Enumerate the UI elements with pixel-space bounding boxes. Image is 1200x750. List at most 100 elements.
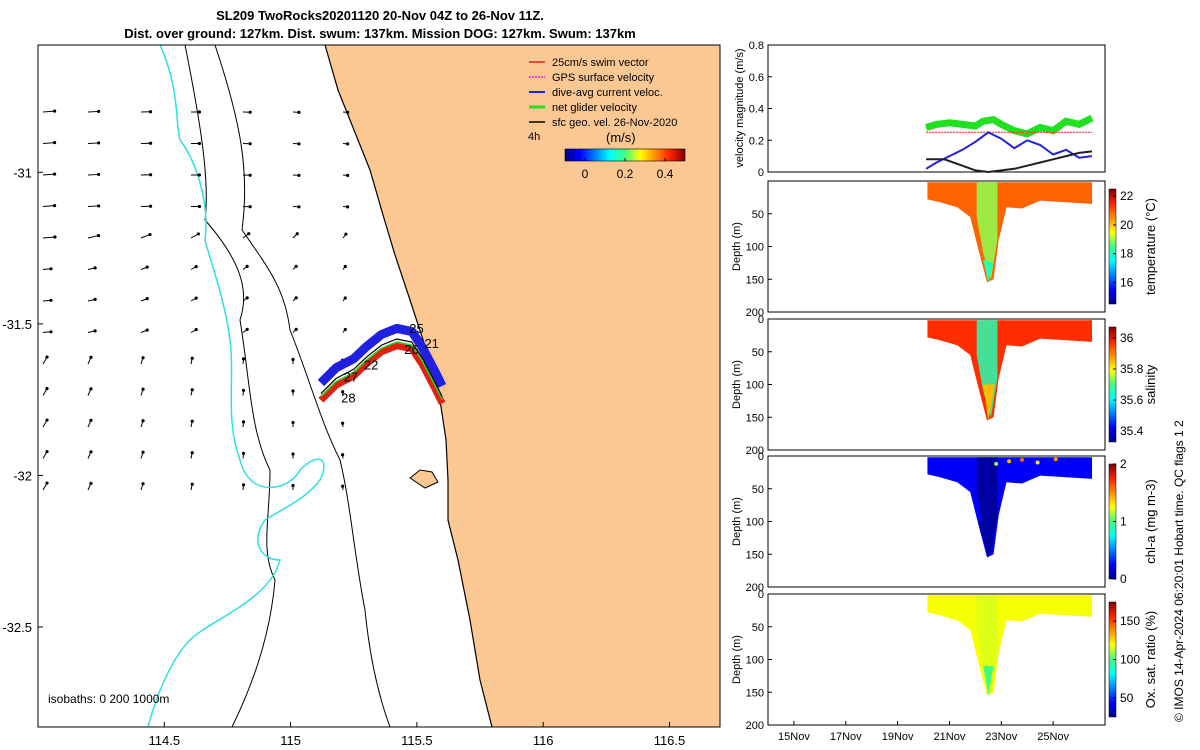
profile-cb-tick-label: 100 — [1120, 653, 1140, 667]
vector-head — [53, 235, 57, 239]
surface-vector-field — [42, 109, 350, 491]
vector-head — [294, 296, 298, 300]
vector-head — [241, 483, 246, 487]
profile-ytick-label: 0 — [758, 589, 764, 601]
vector-head — [197, 110, 201, 114]
vector-head — [52, 203, 57, 208]
vector-head — [49, 298, 53, 302]
vector-head — [346, 205, 350, 209]
profile-ytick-label: 150 — [746, 687, 764, 699]
profile-ytick-label: 50 — [752, 484, 764, 496]
cb-tick-label: 0.2 — [617, 167, 634, 181]
day-label: 26 — [404, 342, 418, 357]
time-xtick-label: 21Nov — [934, 731, 966, 743]
profile-ylabel: Depth (m) — [731, 222, 743, 271]
vector-arrow — [87, 142, 99, 144]
map-axes: 114.5 115 115.5 116 116.5 -31 -31.5 -32 -32.5 — [2, 165, 685, 748]
vector-head — [93, 329, 97, 333]
vector-head — [45, 449, 49, 454]
profile-data-salinity — [927, 320, 1093, 421]
profile-cb-tick-label: 18 — [1120, 247, 1134, 261]
vector-head — [52, 140, 57, 145]
vector-head — [52, 109, 57, 113]
vector-head — [148, 204, 153, 208]
vector-head — [49, 330, 53, 334]
vector-head — [148, 173, 153, 177]
vector-head — [241, 451, 246, 455]
vector-head — [247, 232, 251, 236]
profile-ytick-label: 100 — [746, 655, 764, 667]
vector-head — [241, 388, 246, 392]
vector-head — [346, 173, 350, 177]
day-label: 21 — [424, 336, 438, 351]
profile-clabel: chl-a (mg m-3) — [1143, 479, 1158, 564]
vector-arrow — [87, 235, 99, 239]
vector-head — [89, 387, 93, 391]
vector-head — [291, 452, 295, 456]
profile-cb-tick-label: 0 — [1120, 572, 1127, 586]
vector-head — [291, 420, 295, 425]
vector-head — [148, 141, 153, 145]
vector-head — [291, 389, 295, 393]
isobath-200m — [214, 45, 391, 727]
velocity-series — [925, 114, 1094, 174]
isobath-0m-offshore — [147, 45, 325, 727]
velocity-ylabel: velocity magnitude (m/s) — [734, 48, 746, 167]
vector-head — [148, 232, 152, 237]
vector-head — [197, 204, 201, 209]
page-subtitle: Dist. over ground: 127km. Dist. swum: 13… — [124, 26, 636, 41]
profile-frame — [767, 455, 1106, 588]
map-legend: 25cm/s swim vector GPS surface velocity … — [528, 57, 686, 181]
map-xtick-label: 115 — [280, 733, 301, 748]
vector-head — [93, 266, 97, 270]
profile-cb-tick-label: 35.6 — [1120, 393, 1144, 407]
profile-core-temperature — [976, 182, 998, 280]
map-colorbar-ticks: 0 0.2 0.4 — [582, 158, 674, 181]
vector-head — [190, 356, 194, 360]
vector-head — [45, 481, 49, 485]
profile-clabel: temperature (°C) — [1143, 198, 1158, 295]
vector-head — [294, 264, 298, 268]
profile-ylabel: Depth (m) — [731, 635, 743, 684]
vector-head — [52, 172, 57, 176]
vector-head — [291, 483, 295, 488]
vector-head — [96, 233, 101, 238]
profile-frame — [767, 593, 1106, 726]
profile-cb-tick-label: 36 — [1120, 331, 1134, 345]
vector-head — [89, 418, 93, 422]
legend-swim: 25cm/s swim vector — [552, 57, 649, 69]
day-label: 27 — [344, 369, 358, 384]
vector-head — [194, 328, 198, 332]
vel-ytick-label: 0.2 — [749, 135, 764, 147]
vector-head — [341, 484, 345, 488]
profile-clabel: Ox. sat. ratio (%) — [1143, 611, 1158, 709]
vector-head — [190, 451, 194, 455]
vector-head — [190, 419, 194, 423]
chla-hotspot — [994, 461, 999, 466]
map-xtick-label: 116.5 — [654, 733, 686, 748]
vector-arrow — [42, 205, 55, 207]
cb-tick-label: 0.4 — [657, 167, 674, 181]
map-ytick-label: -31.5 — [2, 317, 32, 332]
map-panel: 114.5 115 115.5 116 116.5 -31 -31.5 -32 -32.5 25… — [2, 44, 721, 748]
profile-ytick-label: 200 — [746, 720, 764, 732]
vector-head — [295, 232, 299, 236]
profile-frame — [767, 318, 1106, 451]
vector-head — [297, 205, 301, 209]
profile-ytick-label: 0 — [758, 451, 764, 463]
profile-salinity: 0 50 100 150 200 Depth (m) 35.4 35.6 35.8 36 salin… — [731, 314, 1158, 457]
vector-head — [89, 355, 93, 359]
credit-text: © IMOS 14-Apr-2024 06:20:01 Hobart time.… — [1172, 420, 1186, 722]
profile-clabel: salinity — [1143, 364, 1158, 404]
profile-ytick-label: 100 — [746, 380, 764, 392]
profile-cb-tick-label: 150 — [1120, 614, 1140, 628]
profile-cb-tick-label: 16 — [1120, 275, 1134, 289]
vector-head — [343, 327, 347, 332]
vector-head — [194, 296, 198, 300]
vector-arrow — [42, 173, 55, 176]
profile-cb-tick-label: 35.8 — [1120, 362, 1144, 376]
legend-geo: sfc geo. vel. 26-Nov-2020 — [552, 117, 677, 129]
vector-head — [248, 205, 252, 209]
